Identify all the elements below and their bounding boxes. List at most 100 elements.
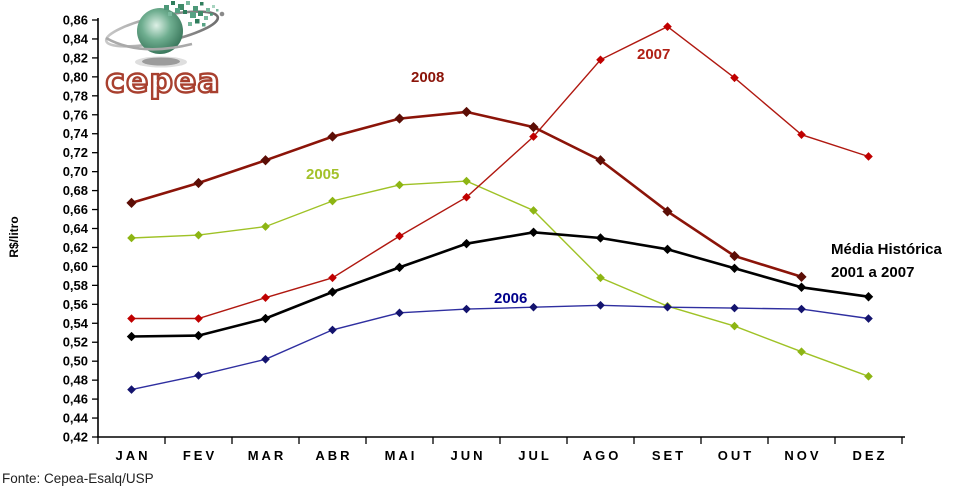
x-tick-label: NOV	[784, 448, 821, 463]
data-point-marker	[730, 73, 739, 83]
data-point-marker	[729, 263, 740, 274]
y-tick-label: 0,78	[63, 88, 88, 103]
data-point-marker	[194, 371, 203, 380]
data-point-marker	[796, 282, 807, 292]
y-tick-label: 0,46	[63, 392, 88, 407]
data-point-marker	[461, 106, 472, 118]
data-point-marker	[663, 302, 672, 312]
data-point-marker	[261, 222, 270, 231]
series-label-2007: 2007	[637, 46, 671, 63]
y-tick-label: 0,56	[63, 297, 88, 312]
y-axis-title: R$/litro	[7, 216, 21, 258]
data-point-marker	[328, 325, 337, 335]
data-point-marker	[394, 262, 405, 273]
data-point-marker	[127, 385, 136, 394]
data-point-marker	[730, 303, 739, 313]
y-tick-label: 0,72	[63, 145, 88, 160]
x-tick-label: DEZ	[853, 448, 888, 463]
x-tick-label: FEV	[183, 448, 217, 463]
data-point-marker	[194, 230, 203, 240]
y-tick-label: 0,44	[63, 411, 89, 426]
series-line-2005	[131, 180, 869, 377]
data-point-marker	[729, 250, 740, 262]
data-point-marker	[126, 331, 137, 342]
x-tick-label: OUT	[718, 448, 754, 463]
data-point-marker	[595, 155, 606, 166]
data-point-marker	[193, 177, 204, 189]
data-point-marker	[797, 347, 806, 357]
data-point-marker	[662, 244, 673, 255]
y-tick-label: 0,50	[63, 354, 88, 369]
data-point-marker	[529, 132, 538, 141]
x-tick-label: MAI	[385, 448, 418, 463]
data-point-marker	[395, 231, 404, 241]
data-point-marker	[596, 55, 605, 65]
data-point-marker	[529, 302, 538, 312]
logo-globe	[137, 8, 183, 54]
y-tick-label: 0,74	[63, 126, 89, 141]
series-line-2006	[131, 304, 869, 391]
data-point-marker	[395, 308, 404, 318]
data-point-marker	[327, 131, 338, 142]
y-tick-label: 0,76	[63, 107, 88, 122]
data-point-marker	[663, 22, 672, 31]
logo-orbit-front	[105, 36, 193, 51]
data-point-marker	[529, 206, 538, 215]
data-point-marker	[864, 372, 873, 381]
x-tick-label: JAN	[115, 448, 150, 463]
data-point-marker	[528, 121, 539, 133]
logo-shadow-core	[142, 57, 180, 66]
data-point-marker	[261, 293, 270, 302]
series-label-2005: 2005	[306, 166, 340, 183]
x-tick-label: MAR	[248, 448, 287, 463]
y-tick-label: 0,80	[63, 69, 88, 84]
y-tick-label: 0,82	[63, 50, 88, 65]
y-tick-label: 0,66	[63, 202, 88, 217]
data-point-marker	[395, 180, 404, 190]
y-tick-label: 0,60	[63, 259, 88, 274]
data-point-marker	[328, 196, 337, 206]
series-line-média-histórica-2001-a-2007	[131, 230, 869, 338]
x-tick-label: AGO	[583, 448, 622, 463]
data-point-marker	[662, 206, 673, 217]
y-tick-label: 0,64	[63, 221, 89, 236]
y-tick-label: 0,86	[63, 13, 88, 28]
data-point-marker	[462, 304, 471, 314]
data-point-marker	[863, 292, 874, 302]
data-point-marker	[596, 273, 605, 283]
x-tick-label: SET	[652, 448, 686, 463]
series-label-2006: 2006	[494, 290, 528, 307]
data-point-marker	[328, 273, 337, 283]
y-tick-label: 0,84	[63, 31, 89, 46]
data-point-marker	[127, 314, 136, 323]
data-point-marker	[260, 155, 271, 166]
y-tick-label: 0,58	[63, 278, 88, 293]
data-point-marker	[193, 330, 204, 341]
data-point-marker	[864, 152, 873, 161]
y-tick-label: 0,48	[63, 373, 88, 388]
data-point-marker	[461, 238, 472, 249]
logo-pixel-squares	[164, 1, 219, 27]
series-label-media-historica: Média Histórica 2001 a 2007	[831, 241, 942, 282]
y-tick-label: 0,42	[63, 430, 88, 445]
data-point-marker	[462, 192, 471, 202]
x-tick-label: ABR	[315, 448, 352, 463]
series-label-2008: 2008	[411, 69, 445, 86]
data-point-marker	[127, 233, 136, 243]
data-point-marker	[595, 233, 606, 243]
data-point-marker	[796, 271, 807, 282]
data-point-marker	[194, 314, 203, 323]
y-tick-label: 0,68	[63, 183, 88, 198]
data-point-marker	[394, 113, 405, 124]
data-point-marker	[596, 300, 605, 310]
data-point-marker	[126, 197, 137, 209]
x-tick-label: JUL	[518, 448, 552, 463]
data-point-marker	[260, 313, 271, 324]
data-point-marker	[797, 130, 806, 139]
y-tick-label: 0,52	[63, 335, 88, 350]
series-line-2007	[131, 25, 869, 320]
data-point-marker	[528, 227, 539, 237]
data-point-marker	[797, 304, 806, 314]
